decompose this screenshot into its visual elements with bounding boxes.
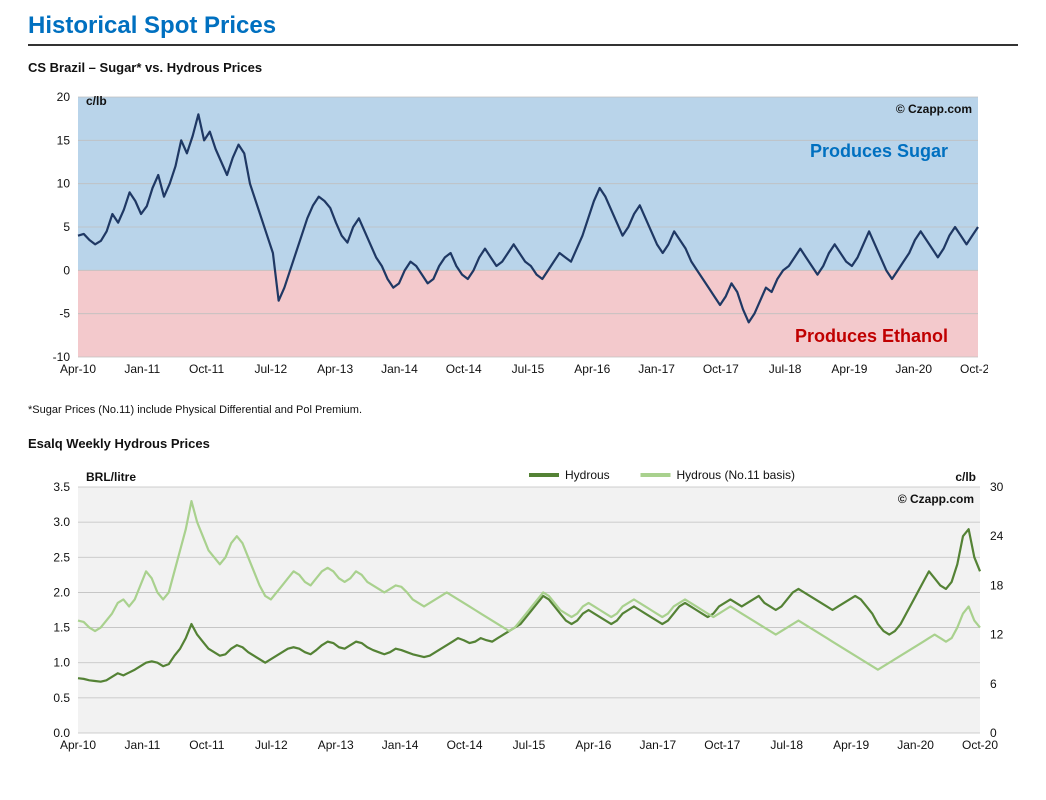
svg-text:Apr-10: Apr-10 [60,362,96,376]
chart2-block: Esalq Weekly Hydrous Prices 0.00.51.01.5… [28,436,1018,758]
svg-text:Apr-16: Apr-16 [575,738,611,752]
chart2-wrap: 0.00.51.01.52.02.53.03.50612182430Apr-10… [28,463,988,758]
chart2-svg: 0.00.51.01.52.02.53.03.50612182430Apr-10… [28,463,1028,758]
svg-text:Jul-18: Jul-18 [770,738,803,752]
svg-text:Jan-17: Jan-17 [640,738,677,752]
svg-text:Jan-20: Jan-20 [895,362,932,376]
svg-text:Jan-14: Jan-14 [382,738,419,752]
svg-text:12: 12 [990,628,1004,642]
svg-text:6: 6 [990,677,997,691]
chart1-block: CS Brazil – Sugar* vs. Hydrous Prices -1… [28,60,1018,382]
svg-text:c/lb: c/lb [86,94,107,108]
svg-text:Produces Ethanol: Produces Ethanol [795,326,948,346]
svg-text:Apr-13: Apr-13 [318,738,354,752]
svg-text:Jan-17: Jan-17 [638,362,675,376]
svg-text:c/lb: c/lb [955,470,976,484]
svg-text:Jan-20: Jan-20 [897,738,934,752]
svg-text:Hydrous (No.11 basis): Hydrous (No.11 basis) [677,468,796,482]
svg-text:20: 20 [57,90,71,104]
svg-text:Jan-14: Jan-14 [381,362,418,376]
svg-text:Produces Sugar: Produces Sugar [810,141,948,161]
svg-text:Oct-11: Oct-11 [189,738,224,752]
svg-text:30: 30 [990,480,1004,494]
svg-text:Apr-13: Apr-13 [317,362,353,376]
svg-text:0.5: 0.5 [53,691,70,705]
svg-text:Apr-19: Apr-19 [833,738,869,752]
svg-text:2.5: 2.5 [53,550,70,564]
svg-text:Jul-18: Jul-18 [769,362,802,376]
svg-text:10: 10 [57,177,71,191]
svg-text:5: 5 [63,220,70,234]
svg-text:1.0: 1.0 [53,656,70,670]
svg-text:24: 24 [990,529,1004,543]
svg-text:1.5: 1.5 [53,621,70,635]
svg-text:Hydrous: Hydrous [565,468,610,482]
svg-text:Oct-11: Oct-11 [189,362,224,376]
chart1-svg: -10-505101520Apr-10Jan-11Oct-11Jul-12Apr… [28,87,988,382]
chart1-title: CS Brazil – Sugar* vs. Hydrous Prices [28,60,1018,75]
footnote: *Sugar Prices (No.11) include Physical D… [28,404,1018,416]
svg-text:Jan-11: Jan-11 [125,738,161,752]
svg-text:15: 15 [57,133,71,147]
svg-text:Apr-19: Apr-19 [831,362,867,376]
svg-text:Apr-10: Apr-10 [60,738,96,752]
svg-text:Jan-11: Jan-11 [124,362,160,376]
svg-text:Apr-16: Apr-16 [574,362,610,376]
svg-text:3.5: 3.5 [53,480,70,494]
svg-text:18: 18 [990,578,1004,592]
svg-text:Oct-14: Oct-14 [446,362,482,376]
page-title: Historical Spot Prices [28,12,1018,46]
svg-text:Jul-12: Jul-12 [255,362,288,376]
svg-text:Jul-15: Jul-15 [513,738,546,752]
svg-text:© Czapp.com: © Czapp.com [898,492,974,506]
svg-text:Oct-14: Oct-14 [447,738,483,752]
svg-text:Jul-15: Jul-15 [512,362,545,376]
svg-text:Oct-20: Oct-20 [960,362,988,376]
svg-text:3.0: 3.0 [53,515,70,529]
svg-text:© Czapp.com: © Czapp.com [896,102,972,116]
svg-text:Oct-17: Oct-17 [703,362,739,376]
svg-text:BRL/litre: BRL/litre [86,470,136,484]
svg-text:0: 0 [63,263,70,277]
svg-text:-5: -5 [59,307,70,321]
chart1-wrap: -10-505101520Apr-10Jan-11Oct-11Jul-12Apr… [28,87,988,382]
svg-text:Oct-20: Oct-20 [962,738,998,752]
svg-text:Jul-12: Jul-12 [255,738,288,752]
svg-text:2.0: 2.0 [53,585,70,599]
svg-text:Oct-17: Oct-17 [704,738,740,752]
chart2-title: Esalq Weekly Hydrous Prices [28,436,1018,451]
